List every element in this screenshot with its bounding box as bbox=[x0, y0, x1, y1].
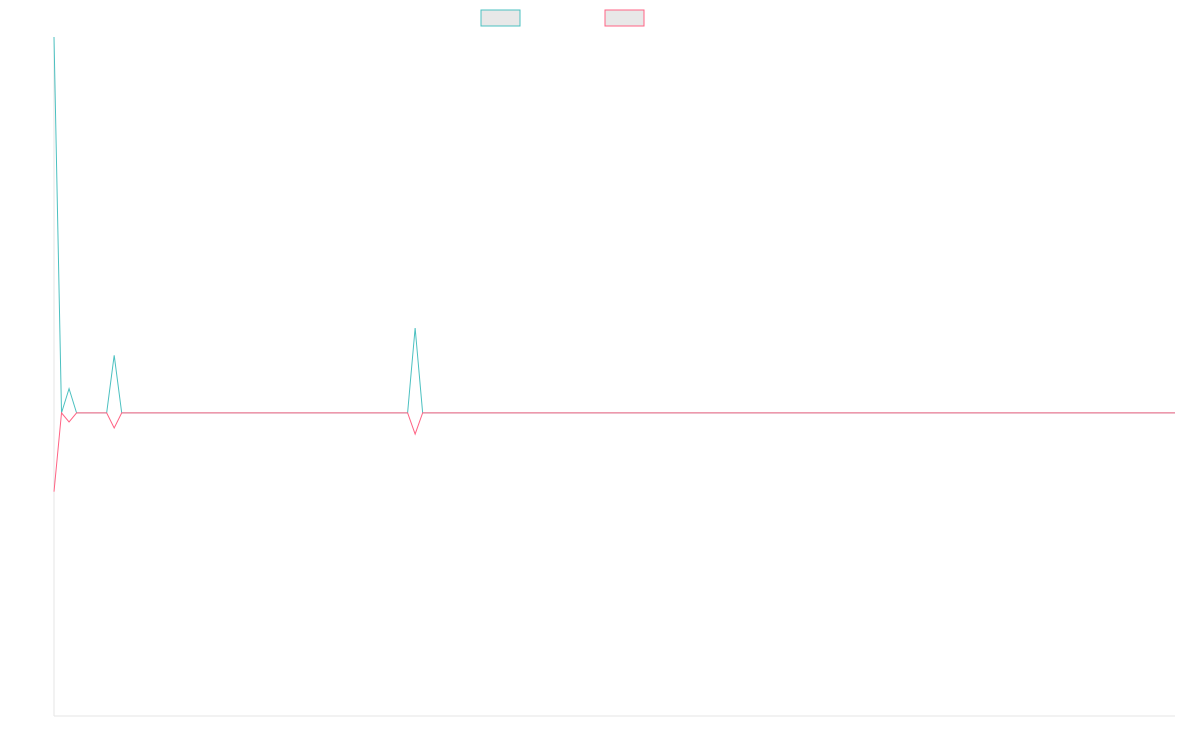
axes bbox=[53, 37, 1175, 717]
legend-swatch-2[interactable] bbox=[604, 9, 645, 27]
series-lines bbox=[53, 36, 1175, 492]
series-line-1 bbox=[53, 36, 1175, 414]
legend bbox=[480, 9, 645, 27]
series-line-2 bbox=[53, 411, 1175, 492]
legend-swatch-1[interactable] bbox=[480, 9, 521, 27]
